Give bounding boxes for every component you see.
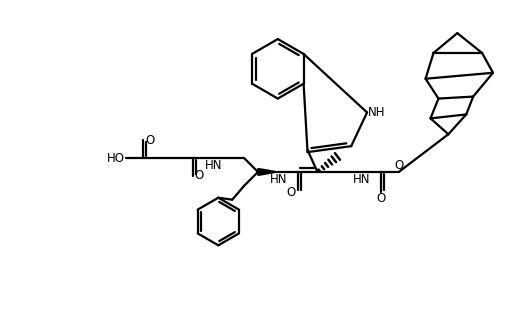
Text: HO: HO xyxy=(107,151,125,165)
Text: O: O xyxy=(145,134,154,147)
Text: O: O xyxy=(394,158,403,172)
Text: HN: HN xyxy=(353,173,371,186)
Text: HN: HN xyxy=(270,173,288,186)
Text: O: O xyxy=(195,169,204,182)
Polygon shape xyxy=(258,169,278,176)
Text: HN: HN xyxy=(205,159,222,173)
Text: NH: NH xyxy=(368,106,386,119)
Text: O: O xyxy=(286,186,295,199)
Text: O: O xyxy=(377,192,386,205)
